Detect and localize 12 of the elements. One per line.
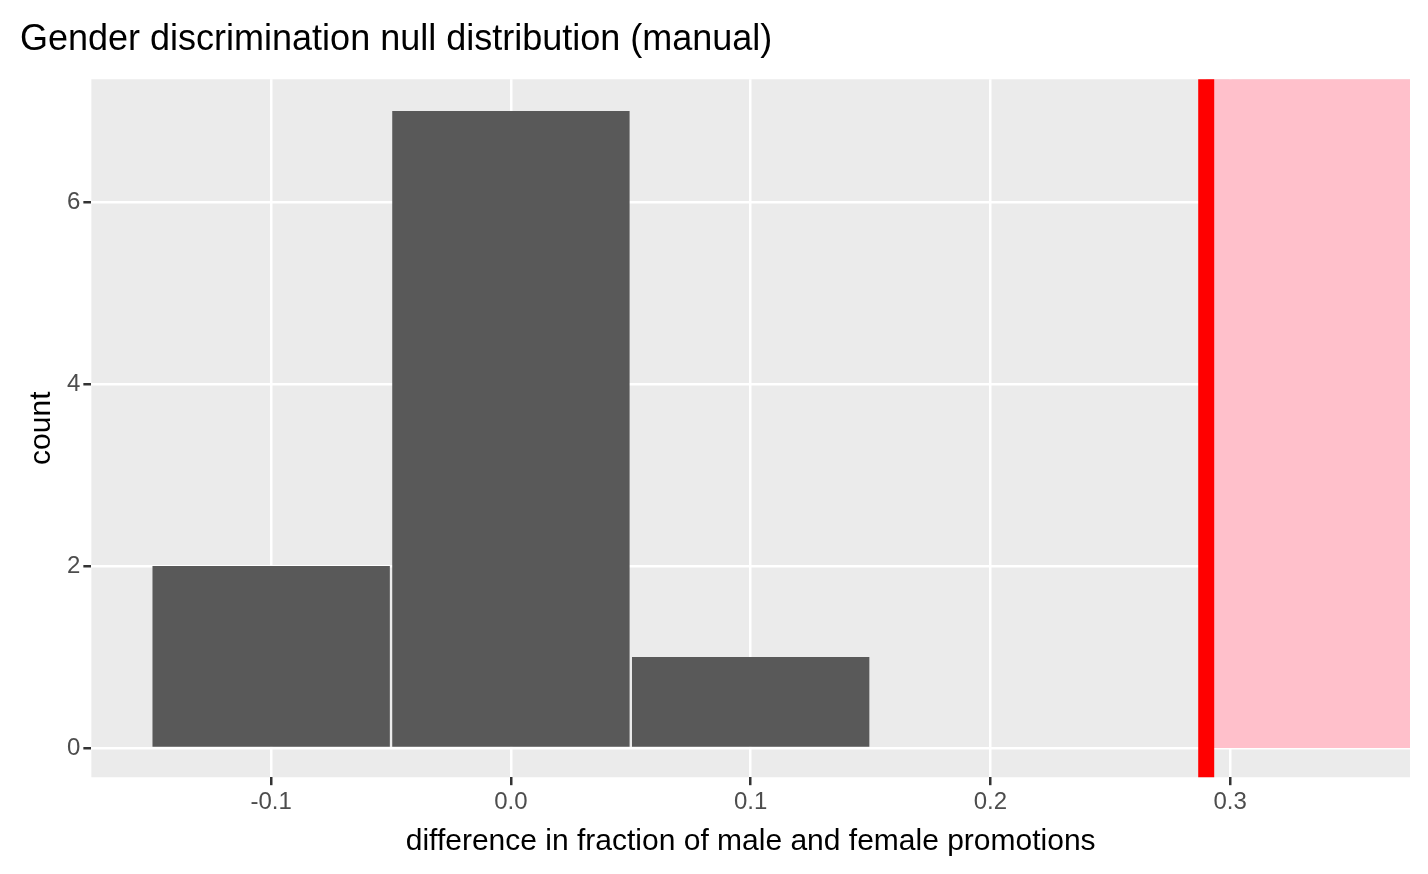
y-tick-label: 4 (66, 368, 81, 396)
x-tick-label: 0.3 (1213, 787, 1247, 815)
y-tick-label: 6 (66, 186, 81, 214)
y-axis-title: count (23, 390, 57, 465)
x-tick-label: 0.1 (733, 787, 768, 815)
y-tick-label: 0 (66, 732, 81, 760)
x-tick-label: 0.0 (494, 787, 528, 815)
x-tick-label: -0.1 (250, 787, 292, 815)
x-tick-label: 0.2 (973, 787, 1008, 815)
chart-title: Gender discrimination null distribution (manual) (20, 16, 773, 58)
y-tick-label: 2 (66, 550, 81, 578)
x-axis-title: difference in fraction of male and female promotions (405, 823, 1096, 857)
